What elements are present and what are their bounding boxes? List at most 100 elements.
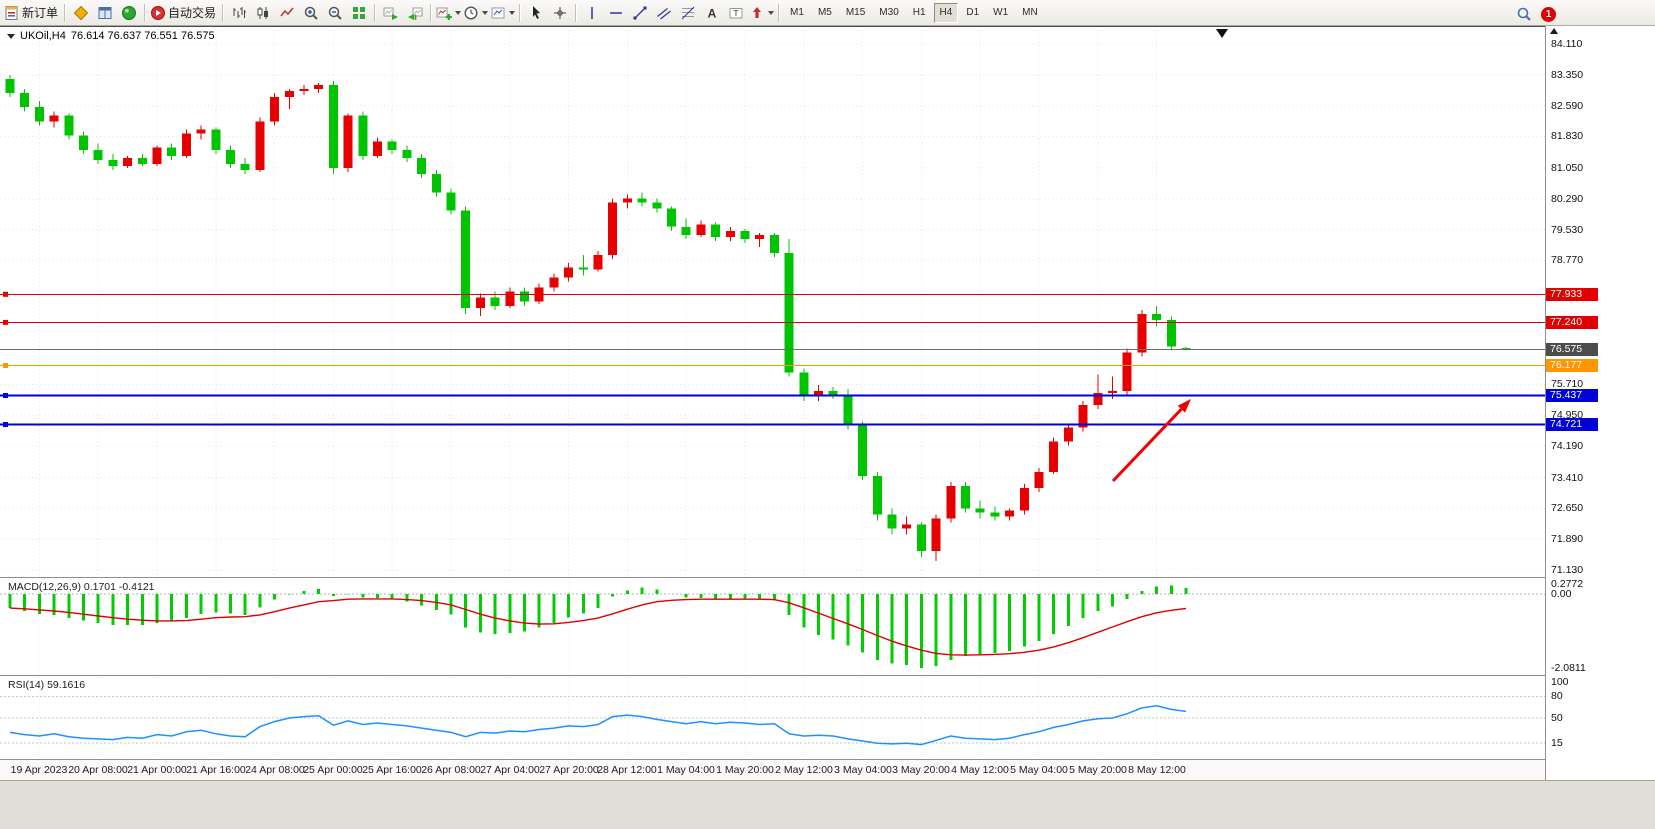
zoom-in-icon [304,6,318,20]
time-axis-label: 21 Apr 16:00 [186,764,246,776]
cursor-button[interactable] [524,2,548,24]
price-tag-76.575: 76.575 [1546,343,1598,356]
timeframe-button-M1[interactable]: M1 [790,7,804,18]
notification-badge[interactable]: 1 [1541,6,1556,22]
price-tag-76.177: 76.177 [1546,359,1598,372]
arrows-button[interactable] [748,2,775,24]
new-order-button[interactable]: 新订单 [3,2,61,24]
timeframe-button-M5[interactable]: M5 [817,7,832,18]
navigator-icon [122,5,137,20]
vline-icon [591,6,593,19]
time-axis-label: 21 Apr 00:00 [127,764,187,776]
macd-panel[interactable] [0,578,1545,676]
auto-trading-button[interactable]: 自动交易 [149,2,219,24]
time-axis-label: 19 Apr 2023 [10,764,68,776]
clock-icon [464,5,478,20]
text-label-button[interactable]: T [724,2,748,24]
tile-windows-button[interactable] [347,2,371,24]
line-handle[interactable] [3,422,8,427]
periods-button[interactable] [462,2,489,24]
new-order-icon [5,5,18,20]
navigator-button[interactable] [117,2,141,24]
svg-text:A: A [708,6,717,20]
crosshair-button[interactable] [548,2,572,24]
time-axis-label: 25 Apr 00:00 [303,764,363,776]
rsi-panel[interactable] [0,676,1545,760]
search-button[interactable] [1512,3,1536,25]
toolbar-separator [374,3,377,22]
zoom-in-button[interactable] [299,2,323,24]
time-axis-label: 26 Apr 08:00 [421,764,481,776]
line-handle[interactable] [3,319,8,325]
toolbar-separator [519,3,522,22]
timeframe-button-MN[interactable]: MN [1022,7,1038,18]
timeframe-button-W1[interactable]: W1 [993,7,1009,18]
line-handle[interactable] [3,363,8,368]
rsi-separator[interactable] [0,675,1655,676]
dropdown-caret-icon [455,10,462,15]
dropdown-caret-icon [768,10,775,15]
time-axis-label: 5 May 20:00 [1069,764,1127,776]
zoom-out-button[interactable] [323,2,347,24]
trendline-button[interactable] [628,2,652,24]
data-window-button[interactable] [93,2,117,24]
line-chart-button[interactable] [275,2,299,24]
line-icon [280,7,294,16]
macd-label: MACD(12,26,9) 0.1701 -0.4121 [8,581,155,593]
vertical-line-button[interactable] [580,2,604,24]
timeframe-button-M15[interactable]: M15 [845,7,866,18]
shift-icon [408,7,423,20]
fibo-icon [681,6,695,19]
price-axis-label: 73.410 [1551,472,1584,484]
one-click-trading-toggle-icon[interactable] [7,33,15,39]
line-handle[interactable] [3,291,8,297]
rsi-grid [0,676,1545,760]
data-window-icon [98,6,112,19]
price-axis[interactable]: 84.110 83.350 82.590 81.830 81.050 80.290 79.5… [1545,26,1655,780]
time-axis-label: 24 Apr 08:00 [245,764,305,776]
rsi-axis-label: 15 [1551,737,1563,749]
templates-button[interactable] [489,2,516,24]
time-axis-label: 28 Apr 12:00 [597,764,657,776]
candlestick-chart-button[interactable] [251,2,275,24]
timeframe-button-M30[interactable]: M30 [879,7,899,18]
text-button[interactable]: A [700,2,724,24]
price-axis-label: 71.890 [1551,533,1584,545]
price-axis-label: 83.350 [1551,69,1584,81]
price-axis-label: 75.710 [1551,378,1584,390]
toolbar-separator [575,3,578,22]
horizontal-line-button[interactable] [604,2,628,24]
chart-top-border [0,26,1655,27]
line-handle[interactable] [3,393,8,398]
time-axis[interactable]: 19 Apr 2023 20 Apr 08:00 21 Apr 00:00 21 Ap… [0,760,1545,780]
time-marker-icon[interactable] [1216,29,1228,38]
price-axis-label: 81.050 [1551,162,1584,174]
timeframe-button-H4[interactable]: H4 [933,2,959,23]
trend-arrow[interactable] [1111,399,1191,483]
candles-icon [257,6,269,19]
price-axis-label: 84.110 [1551,38,1583,50]
zoom-out-icon [328,6,342,20]
search-icon [1517,7,1531,21]
timeframe-button-D1[interactable]: D1 [966,7,980,18]
macd-separator[interactable] [0,577,1655,578]
macd-histogram [8,585,1188,668]
chart-shift-button[interactable] [403,2,427,24]
autotrade-icon [151,5,166,20]
candlestick-chart[interactable] [0,26,1545,578]
time-axis-label: 2 May 12:00 [775,764,833,776]
price-axis-label: 78.770 [1551,254,1584,266]
text-icon: A [708,6,717,20]
market-watch-button[interactable] [69,2,93,24]
chart-ohlc: 76.614 76.637 76.551 76.575 [70,30,215,42]
timeframe-button-H1[interactable]: H1 [912,7,926,18]
template-icon [491,7,505,18]
fibonacci-button[interactable] [676,2,700,24]
time-axis-label: 20 Apr 08:00 [68,764,128,776]
bar-chart-button[interactable] [227,2,251,24]
price-axis-label: 82.590 [1551,100,1584,112]
auto-scroll-button[interactable] [379,2,403,24]
dropdown-caret-icon [509,10,516,15]
equidistant-channel-button[interactable] [652,2,676,24]
new-chart-button[interactable] [435,2,462,24]
